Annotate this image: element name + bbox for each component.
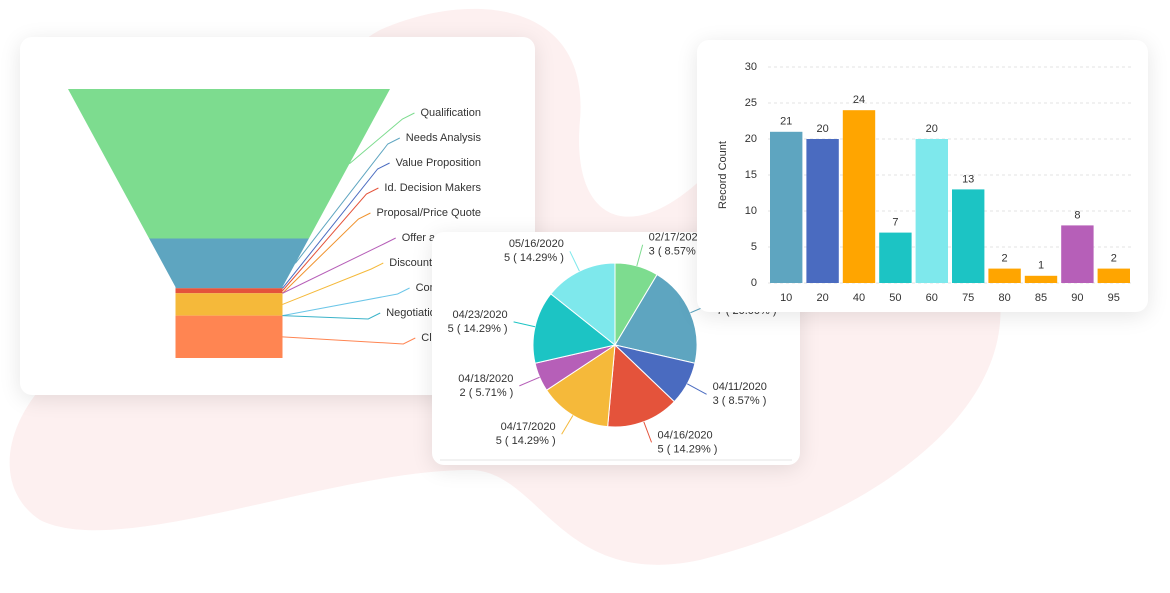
- x-tick-label: 10: [780, 292, 792, 304]
- x-tick-label: 80: [998, 292, 1010, 304]
- value-label: 20: [926, 123, 938, 135]
- bar: [1024, 275, 1058, 283]
- pie-label: 04/18/2020: [458, 373, 513, 385]
- pie-label: 02/17/2020: [649, 232, 704, 244]
- value-label: 13: [962, 173, 974, 185]
- y-axis-label: Record Count: [717, 141, 729, 209]
- leader-line: [561, 415, 574, 435]
- leader-line: [636, 244, 644, 267]
- funnel-segment: [175, 288, 283, 294]
- pie-slice: [550, 262, 616, 347]
- value-label: 21: [780, 116, 792, 128]
- y-tick-label: 25: [745, 97, 757, 109]
- y-tick-label: 20: [745, 133, 757, 145]
- leader-line: [519, 376, 540, 387]
- pie-label: 05/16/2020: [509, 238, 564, 250]
- pie-value-label: 2 ( 5.71% ): [460, 387, 514, 399]
- leader-line: [643, 421, 653, 443]
- pie-value-label: 3 ( 8.57% ): [649, 246, 703, 258]
- y-tick-label: 5: [751, 241, 757, 253]
- funnel-label: Value Proposition: [396, 157, 481, 169]
- leader-line: [282, 287, 410, 317]
- funnel-label: Id. Decision Makers: [384, 182, 481, 194]
- pie-label: 04/23/2020: [453, 309, 508, 321]
- leader-line: [282, 262, 384, 305]
- bar: [1061, 225, 1094, 283]
- leader-line: [282, 336, 416, 345]
- funnel-label: Qualification: [420, 107, 481, 119]
- y-tick-label: 15: [745, 169, 757, 181]
- value-label: 2: [1002, 253, 1008, 265]
- value-label: 7: [892, 217, 898, 229]
- bar: [842, 110, 876, 283]
- bar: [915, 139, 948, 283]
- x-tick-label: 50: [889, 292, 901, 304]
- funnel-segment: [175, 293, 283, 316]
- x-tick-label: 90: [1071, 292, 1083, 304]
- leader-line: [513, 321, 536, 328]
- funnel-segment: [175, 315, 283, 358]
- bar: [879, 232, 912, 283]
- pie-label: 04/11/2020: [713, 381, 767, 393]
- x-tick-label: 95: [1108, 292, 1120, 304]
- leader-line: [349, 112, 415, 165]
- pie-value-label: 3 ( 8.57% ): [713, 395, 767, 407]
- value-label: 1: [1038, 260, 1044, 272]
- bar: [806, 139, 839, 283]
- bar: [770, 131, 803, 283]
- leader-line: [282, 212, 371, 294]
- leader-line: [294, 137, 401, 264]
- pie-value-label: 5 ( 14.29% ): [496, 435, 556, 447]
- funnel-label: Proposal/Price Quote: [376, 207, 481, 219]
- pie-value-label: 5 ( 14.29% ): [658, 443, 718, 455]
- pie-slice: [607, 343, 675, 428]
- pie-slice: [532, 293, 617, 364]
- leader-line: [569, 251, 580, 272]
- x-tick-label: 40: [853, 292, 865, 304]
- y-tick-label: 30: [745, 61, 757, 73]
- value-label: 24: [853, 94, 865, 106]
- x-tick-label: 60: [926, 292, 938, 304]
- value-label: 8: [1074, 209, 1080, 221]
- y-tick-label: 10: [745, 205, 757, 217]
- leader-line: [282, 237, 396, 294]
- value-label: 2: [1111, 253, 1117, 265]
- x-tick-label: 85: [1035, 292, 1047, 304]
- leader-line: [282, 312, 381, 320]
- x-tick-label: 75: [962, 292, 974, 304]
- funnel-segment: [68, 89, 390, 239]
- bar-card: 0 5 10 15 20 25 30 Record Count 21 10 20 20 24 40 7 50 2…: [697, 40, 1148, 312]
- pie-label: 04/16/2020: [658, 429, 713, 441]
- bar: [1097, 268, 1130, 283]
- funnel-label: Needs Analysis: [406, 132, 482, 144]
- y-tick-label: 0: [751, 277, 757, 289]
- pie-value-label: 5 ( 14.29% ): [448, 323, 508, 335]
- bar: [988, 268, 1021, 283]
- leader-line: [282, 187, 379, 292]
- pie-value-label: 5 ( 14.29% ): [504, 252, 564, 264]
- value-label: 20: [816, 123, 828, 135]
- leader-line: [282, 162, 390, 289]
- funnel-segment: [149, 238, 309, 289]
- leader-line: [686, 383, 707, 395]
- bar: [952, 189, 985, 283]
- x-tick-label: 20: [816, 292, 828, 304]
- pie-label: 04/17/2020: [501, 421, 556, 433]
